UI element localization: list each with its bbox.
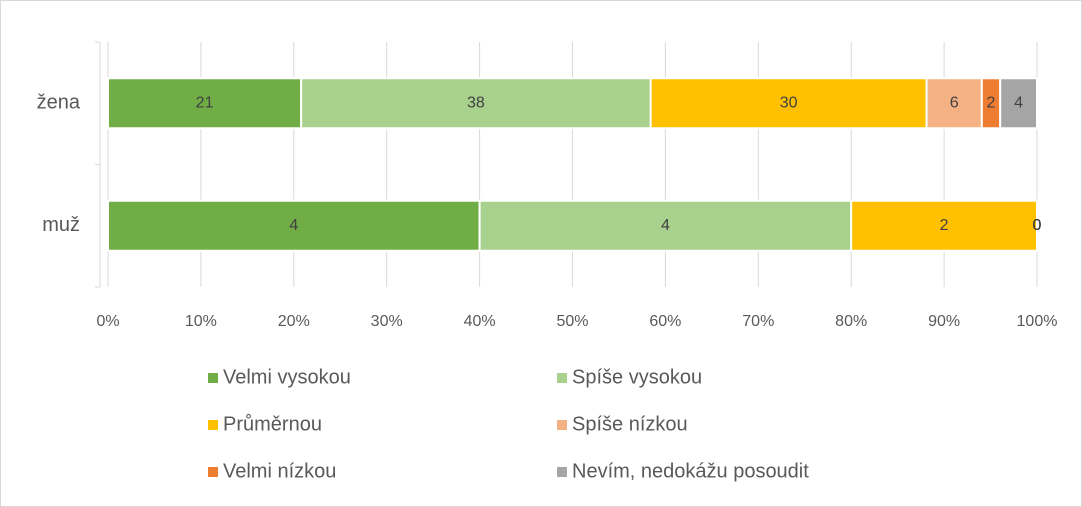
legend-label: Průměrnou (223, 413, 322, 435)
data-label: 0 (1033, 217, 1042, 234)
x-tick-label: 90% (928, 313, 960, 330)
data-label: 2 (987, 94, 996, 111)
data-label: 0 (1033, 217, 1042, 234)
x-tick-label: 70% (742, 313, 774, 330)
legend-swatch (208, 467, 218, 477)
legend-label: Spíše nízkou (572, 413, 688, 435)
x-tick-label: 60% (649, 313, 681, 330)
data-label: 21 (196, 94, 214, 111)
data-label: 2 (940, 217, 949, 234)
bar-segment (107, 199, 481, 252)
x-tick-label: 40% (464, 313, 496, 330)
legend-swatch (557, 373, 567, 383)
legend-swatch (208, 373, 218, 383)
x-tick-label: 20% (278, 313, 310, 330)
data-label: 38 (467, 94, 485, 111)
x-tick-label: 0% (96, 313, 119, 330)
bar-segment (999, 77, 1039, 130)
bar-segment (107, 77, 303, 130)
x-tick-label: 100% (1017, 313, 1058, 330)
legend-swatch (557, 420, 567, 430)
x-tick-label: 30% (371, 313, 403, 330)
bar-segment (850, 199, 1039, 252)
bar-segment (925, 77, 983, 130)
data-label: 30 (780, 94, 798, 111)
bar-segment (649, 77, 928, 130)
data-label: 4 (661, 217, 670, 234)
data-label: 0 (1033, 217, 1042, 234)
legend-label: Spíše vysokou (572, 366, 702, 388)
x-tick-label: 80% (835, 313, 867, 330)
x-tick-label: 10% (185, 313, 217, 330)
category-label: žena (37, 92, 81, 114)
data-label: 4 (289, 217, 298, 234)
legend-label: Nevím, nedokážu posoudit (572, 460, 809, 482)
legend-swatch (208, 420, 218, 430)
x-tick-label: 50% (556, 313, 588, 330)
legend-swatch (557, 467, 567, 477)
data-label: 4 (1014, 94, 1023, 111)
category-label: muž (42, 214, 80, 236)
legend-label: Velmi vysokou (223, 366, 351, 388)
legend-label: Velmi nízkou (223, 460, 336, 482)
data-label: 6 (950, 94, 959, 111)
